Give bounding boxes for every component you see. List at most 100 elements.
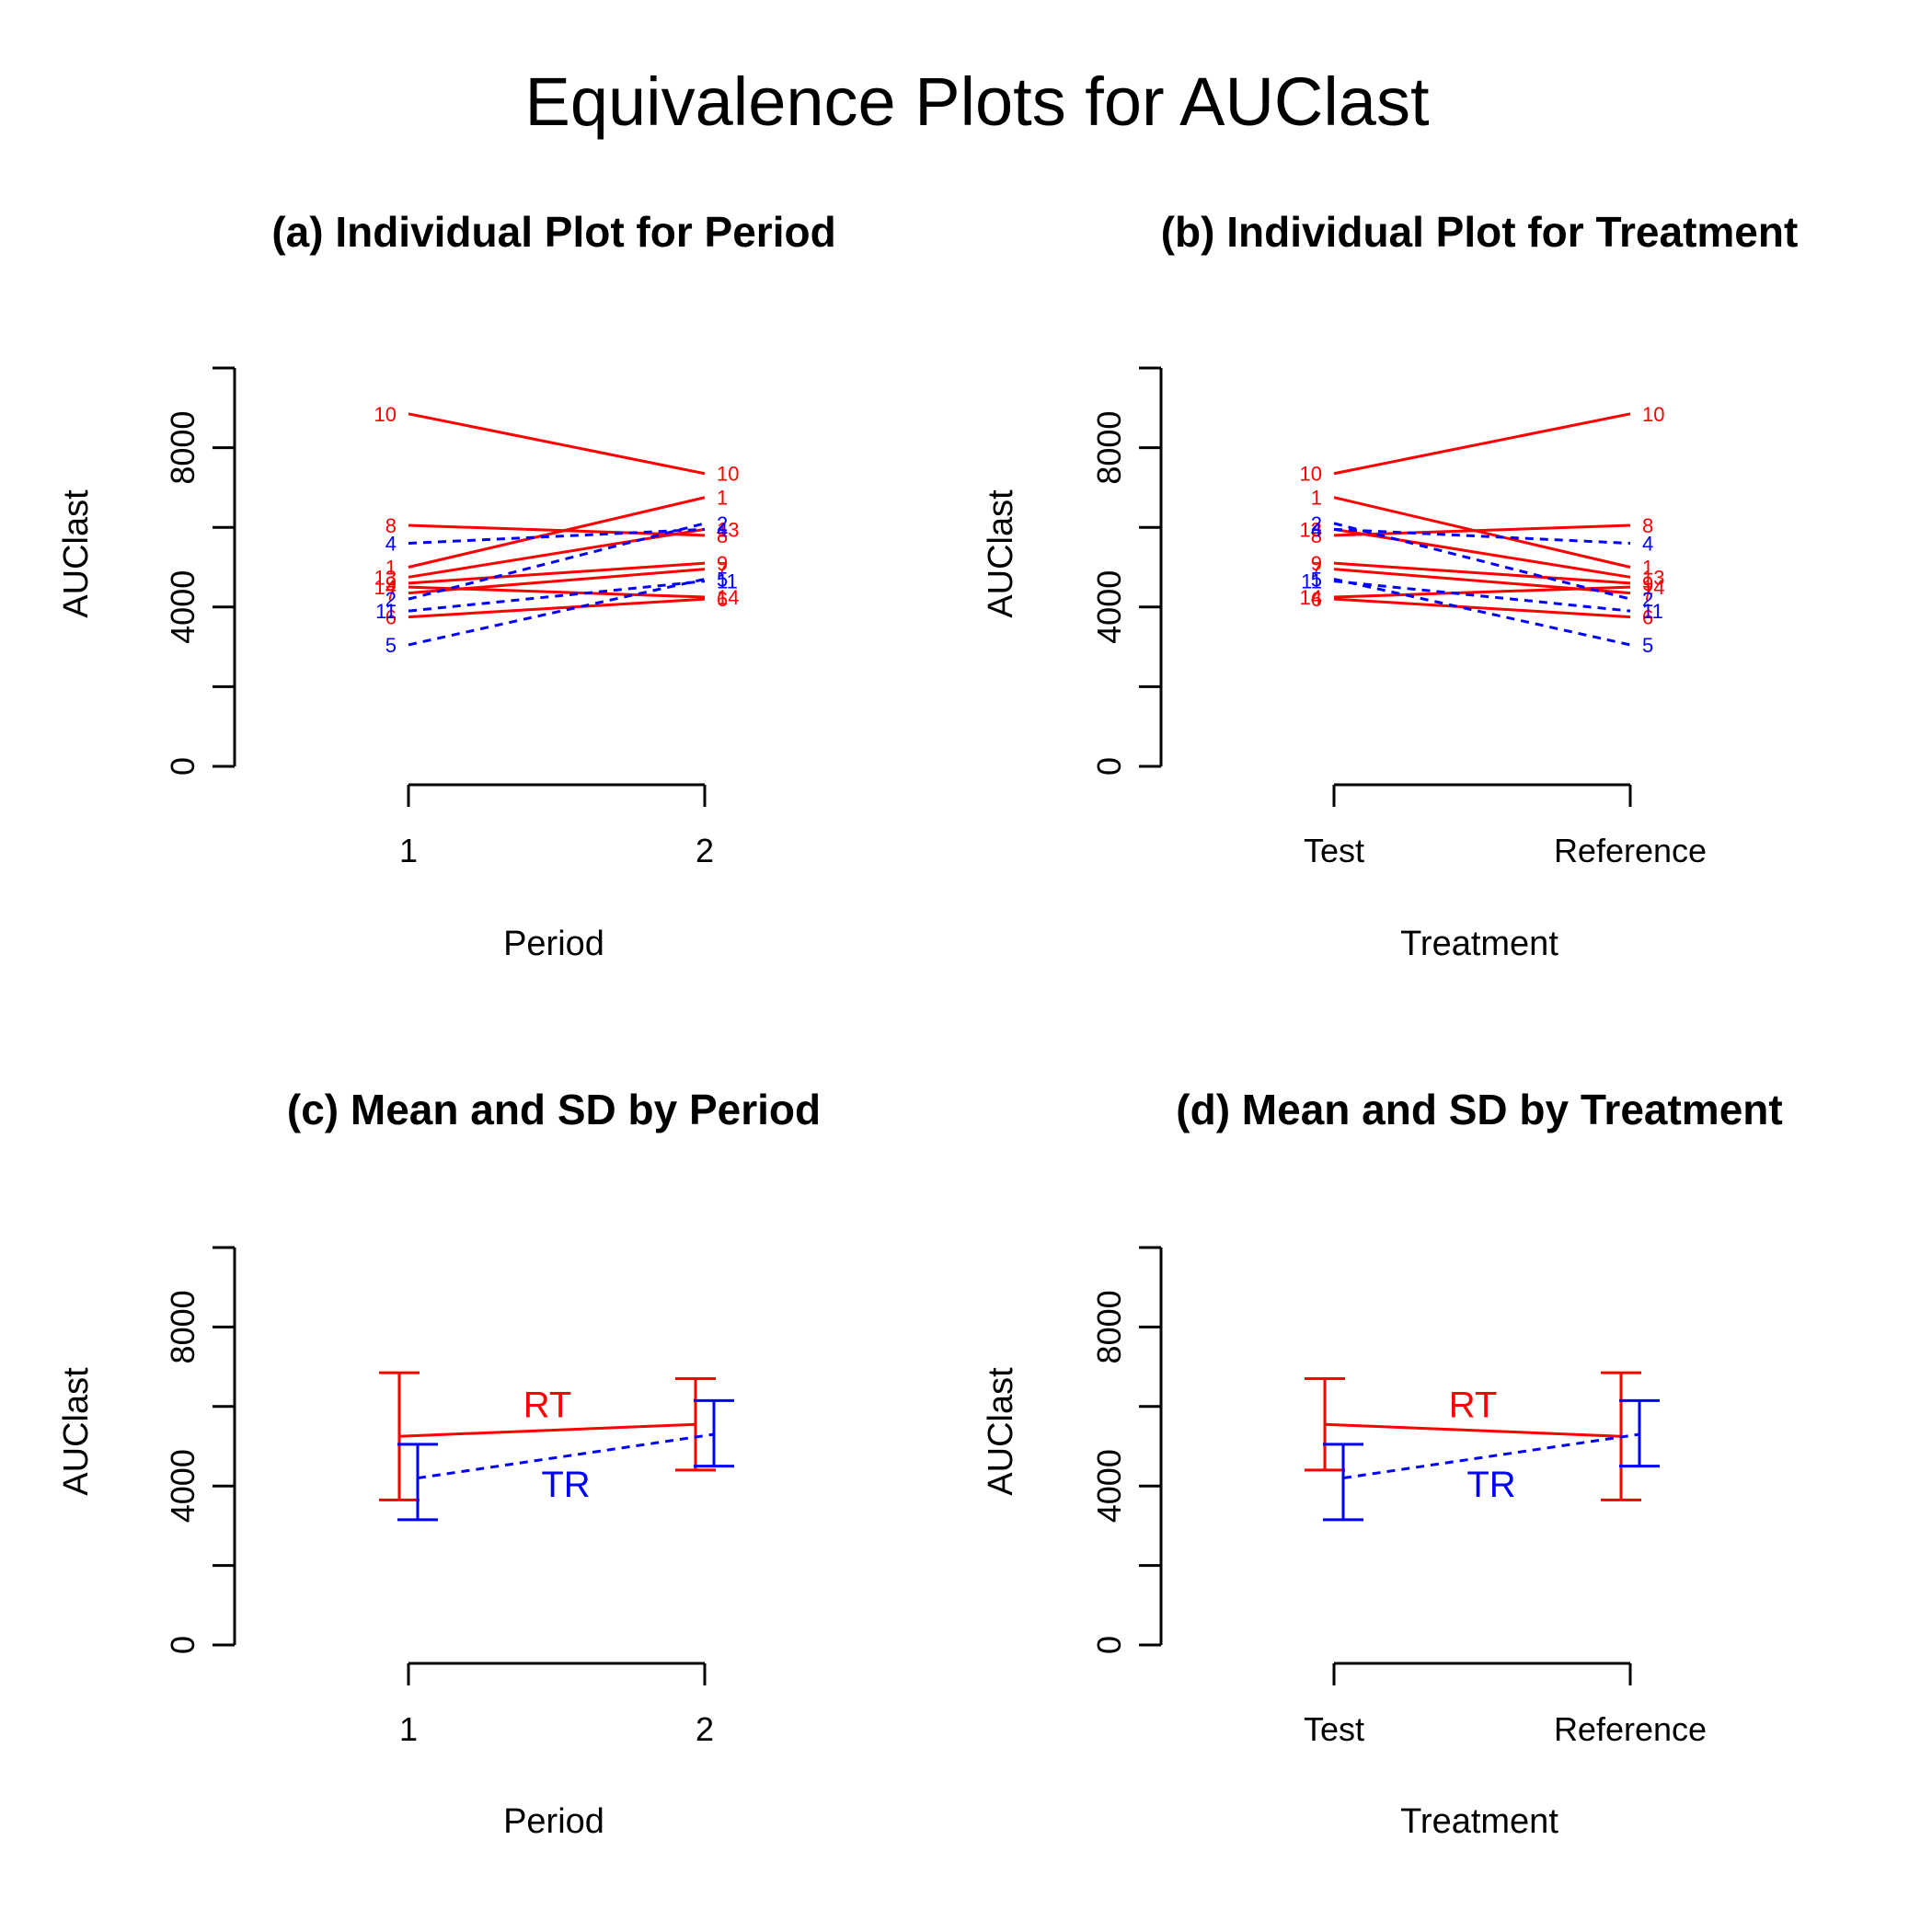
subject-line [1333,578,1631,647]
subject-line [1333,496,1631,569]
subject-label-end: 6 [717,588,728,611]
y-tick-label: 0 [164,757,201,776]
series-label: TR [1466,1465,1515,1505]
series-label: TR [541,1465,590,1505]
subject-line [408,561,706,585]
subject-label-end: 4 [1642,533,1653,556]
subject-label-start: 6 [385,606,397,629]
subject-label-end: 11 [717,570,738,593]
panel-c-y-axis-label: AUClast [57,1367,96,1496]
panel-c-plot-area: 0 4000 8000 1 2 RT TR [164,1246,734,1748]
subject-line [408,412,706,476]
subject-label-end: 8 [717,524,728,547]
subject-label-start: 7 [385,582,397,605]
subject-label-end: 13 [1642,566,1664,589]
panel-b-title: (b) Individual Plot for Treatment [1161,208,1799,256]
subject-label-end: 6 [1642,606,1653,629]
x-tick-label: Test [1304,832,1364,869]
subject-label-end: 5 [1642,634,1653,657]
subject-label-start: 5 [385,634,397,657]
x-tick-label: Test [1304,1710,1364,1748]
subject-label-end: 10 [717,463,739,486]
panel-a-title: (a) Individual Plot for Period [271,208,835,256]
y-tick-label: 8000 [1090,411,1128,485]
subject-label-start: 8 [1311,524,1322,547]
y-tick-label: 8000 [164,1290,201,1363]
subject-label-start: 11 [1301,570,1322,593]
subject-label-end: 2 [1642,588,1653,611]
panel-b-individual-treatment: (b) Individual Plot for Treatment Treatm… [982,208,1798,963]
y-tick-label: 0 [164,1636,201,1654]
subject-label-end: 13 [717,518,739,541]
subject-line [408,523,706,537]
subject-label-start: 10 [374,403,397,426]
panel-c-x-axis-label: Period [503,1802,604,1841]
subject-line [408,578,706,647]
x-tick-label: Reference [1554,1710,1707,1748]
subject-line [1333,568,1631,595]
subject-label-end: 8 [1642,514,1653,537]
x-tick-label: 1 [399,832,418,869]
subject-label-start: 14 [374,576,397,599]
subject-line [1333,522,1631,601]
subject-label-end: 14 [717,586,739,609]
subject-line [408,522,706,601]
y-tick-label: 4000 [164,570,201,644]
y-tick-label: 8000 [1090,1290,1128,1363]
panel-c-title: (c) Mean and SD by Period [287,1086,821,1133]
y-tick-label: 4000 [1090,570,1128,644]
subject-label-end: 11 [1642,600,1663,623]
subject-line [1333,580,1631,613]
y-tick-label: 0 [1090,1636,1128,1654]
subject-label-end: 4 [717,518,728,541]
x-tick-label: Reference [1554,832,1707,869]
subject-label-start: 9 [385,572,397,595]
subject-label-start: 10 [1300,463,1322,486]
panel-a-individual-period: (a) Individual Plot for Period Period AU… [57,208,836,963]
subject-label-end: 10 [1642,403,1664,426]
subject-label-start: 7 [1311,558,1322,581]
subject-label-end: 14 [1642,576,1664,599]
subject-line [1333,597,1631,619]
subject-label-end: 9 [1642,572,1653,595]
panel-d-plot-area: 0 4000 8000 Test Reference RT TR [1090,1246,1707,1748]
subject-line [408,527,706,546]
mean-line [1324,1422,1622,1438]
y-tick-label: 0 [1090,757,1128,776]
subject-label-start: 14 [1300,586,1322,609]
subject-label-end: 7 [1642,582,1653,605]
figure-title: Equivalence Plots for AUClast [524,63,1429,140]
subject-label-start: 2 [1311,512,1322,535]
x-tick-label: 1 [399,1710,418,1748]
panel-b-x-axis-label: Treatment [1400,925,1558,963]
mean-line [417,1432,715,1480]
y-tick-label: 8000 [164,411,201,485]
x-tick-label: 2 [696,1710,714,1748]
subject-label-end: 2 [717,512,728,535]
panel-a-y-axis-label: AUClast [57,489,96,618]
series-label: RT [1449,1386,1498,1426]
subject-line [408,597,706,619]
panel-a-x-axis-label: Period [503,925,604,963]
subject-line [1333,561,1631,585]
subject-line [408,568,706,595]
subject-label-start: 13 [374,566,397,589]
y-tick-label: 4000 [1090,1449,1128,1523]
subject-label-end: 1 [1642,557,1653,580]
subject-label-start: 5 [1311,568,1322,591]
subject-label-start: 4 [1311,518,1322,541]
subject-label-start: 11 [375,600,397,623]
subject-label-start: 4 [385,533,397,556]
subject-label-end: 1 [717,487,728,510]
subject-line [1333,412,1631,476]
panel-d-mean-sd-treatment: (d) Mean and SD by Treatment Treatment A… [982,1086,1783,1841]
mean-line [1342,1432,1640,1480]
y-tick-label: 4000 [164,1449,201,1523]
subject-line [1333,527,1631,546]
panel-d-x-axis-label: Treatment [1400,1802,1558,1841]
subject-label-start: 1 [1311,487,1322,510]
panel-c-mean-sd-period: (c) Mean and SD by Period Period AUClast… [57,1086,821,1841]
subject-label-start: 2 [385,588,397,611]
